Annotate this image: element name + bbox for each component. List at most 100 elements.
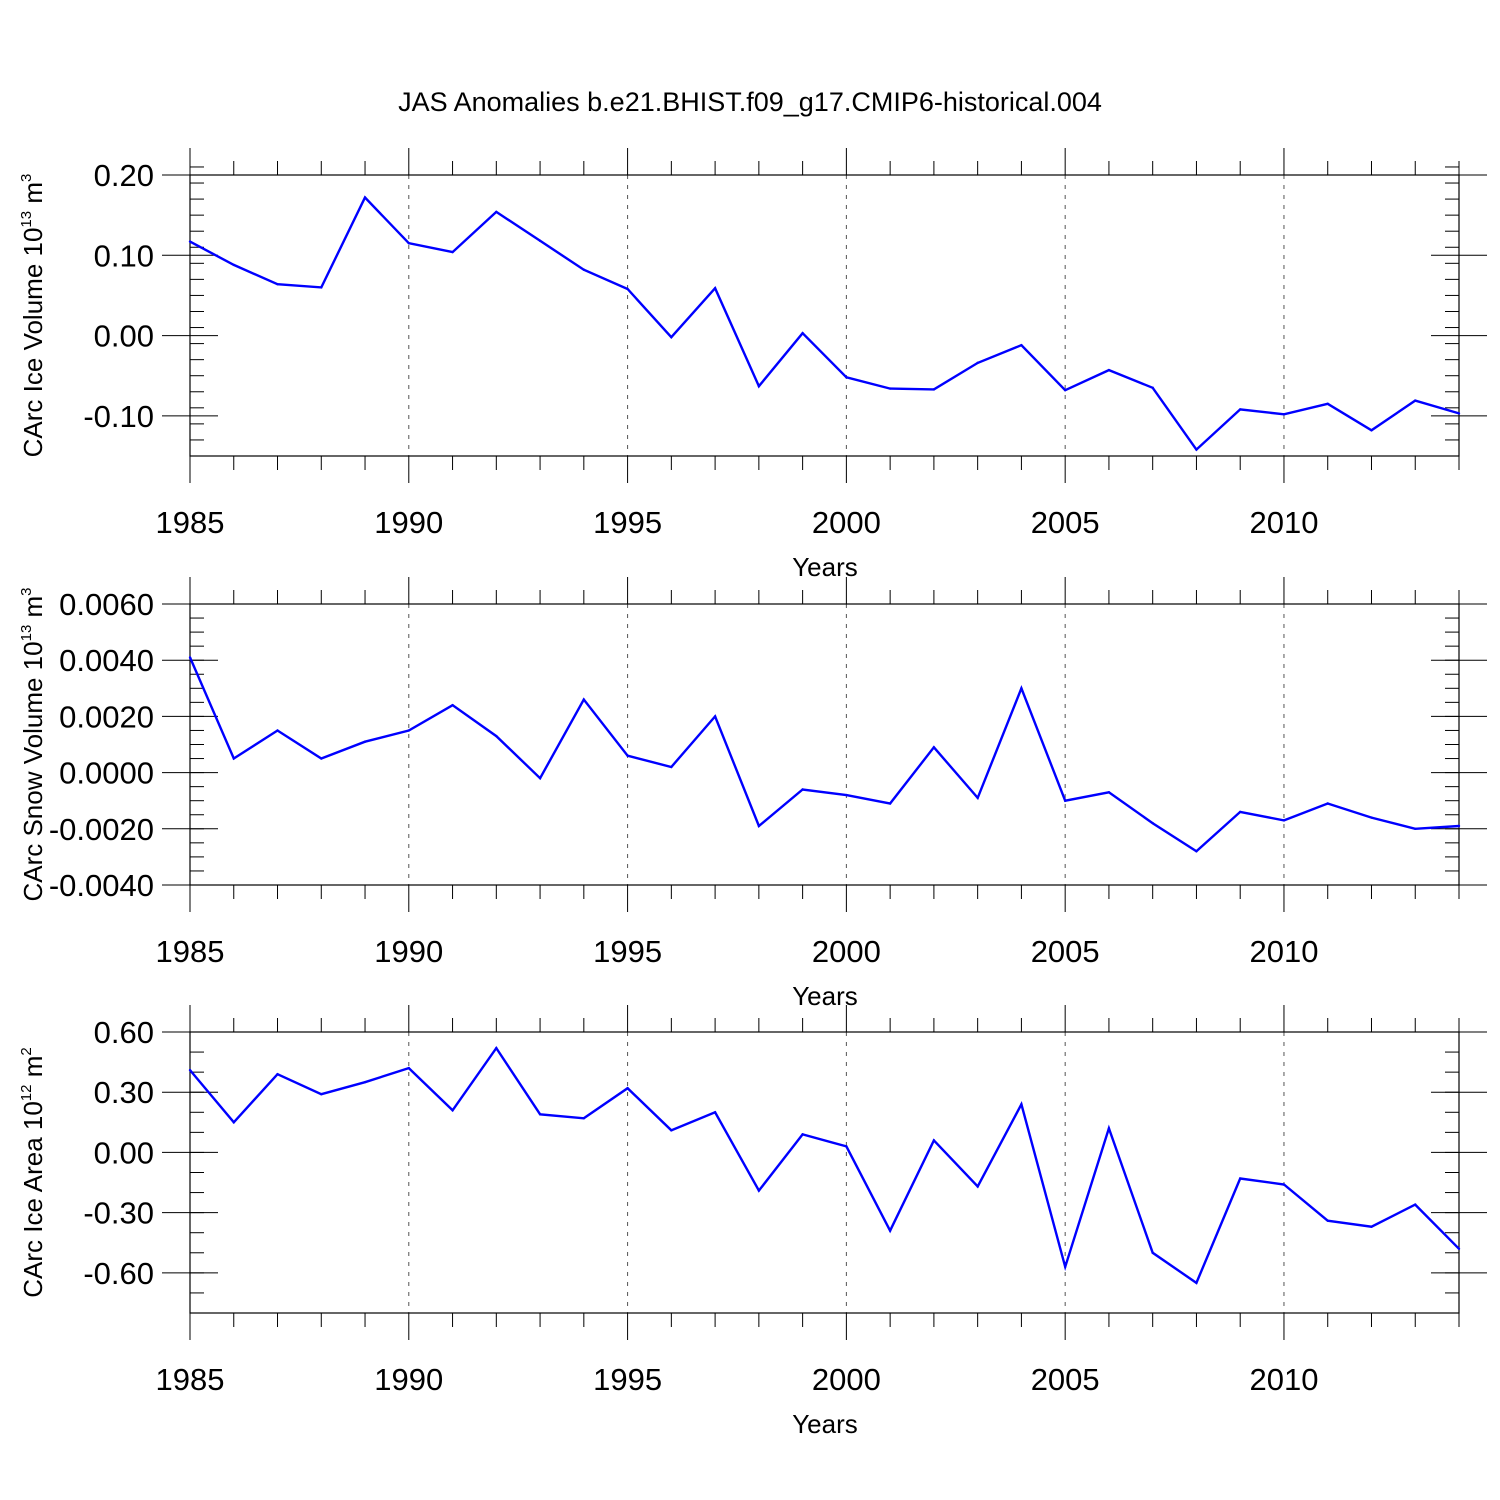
y-tick-label: -0.10 (83, 399, 154, 434)
data-point (1326, 802, 1329, 805)
data-point (538, 777, 542, 780)
y-tick-label: 0.30 (94, 1075, 154, 1110)
data-point (1063, 799, 1067, 802)
data-point (1326, 402, 1329, 406)
data-point (757, 1189, 761, 1192)
y-tick-label: 0.00 (94, 1135, 154, 1170)
data-point (1151, 386, 1154, 389)
data-point (1457, 412, 1461, 415)
data-point (1239, 408, 1242, 411)
data-point (976, 796, 979, 800)
data-point (845, 793, 848, 797)
x-tick-label: 2010 (1249, 934, 1318, 969)
data-point (363, 1080, 367, 1084)
x-tick-label: 2005 (1031, 934, 1100, 969)
data-point (276, 282, 279, 286)
x-tick-label: 1995 (593, 934, 662, 969)
data-point (1107, 368, 1111, 372)
data-point (320, 1093, 323, 1096)
data-point (1195, 850, 1198, 853)
data-point (451, 703, 454, 707)
plot-frame (189, 1031, 1460, 1314)
y-tick-label: 0.20 (94, 158, 154, 193)
data-point (1020, 1103, 1023, 1106)
data-point (232, 263, 235, 267)
data-point (495, 210, 498, 214)
data-point (538, 239, 542, 243)
y-tick-label: -0.0020 (49, 812, 154, 847)
data-point (232, 757, 235, 760)
data-point (1282, 413, 1286, 416)
data-point (538, 1113, 542, 1116)
data-point (1326, 1219, 1329, 1222)
data-point (1370, 1225, 1373, 1228)
data-point (495, 734, 498, 738)
x-tick-label: 1995 (593, 505, 662, 540)
data-point (1370, 816, 1373, 819)
data-point (757, 824, 761, 828)
y-tick-label: -0.0040 (49, 868, 154, 903)
series-line (189, 195, 1460, 452)
data-point (757, 384, 761, 388)
data-point (801, 1133, 804, 1136)
y-tick-label: 0.0040 (59, 643, 154, 678)
x-tick-label: 2005 (1031, 505, 1100, 540)
data-point (932, 1139, 936, 1142)
data-point (451, 250, 454, 254)
y-tick-label: -0.60 (83, 1256, 154, 1291)
chart-panel-2: 0.00600.00400.00200.0000-0.0020-0.004019… (18, 577, 1487, 1011)
data-point (495, 1046, 498, 1050)
data-point (1414, 399, 1417, 402)
x-tick-label: 1985 (156, 505, 225, 540)
data-point (1195, 448, 1198, 451)
data-point (1457, 824, 1461, 828)
series-line (189, 1045, 1460, 1285)
data-point (1020, 687, 1023, 690)
data-point (276, 729, 279, 732)
data-point (1063, 1265, 1067, 1269)
data-point (626, 754, 629, 757)
y-tick-label: 0.10 (94, 238, 154, 273)
data-point (582, 698, 586, 701)
y-axis-title: CArc Ice Area 1012 m2 (18, 1047, 48, 1297)
data-point (713, 715, 717, 718)
figure-title: JAS Anomalies b.e21.BHIST.f09_g17.CMIP6-… (398, 87, 1102, 117)
x-axis-title: Years (792, 981, 858, 1011)
data-point (451, 1109, 454, 1112)
data-point (713, 287, 717, 290)
data-point (1414, 1203, 1417, 1206)
x-axis-title: Years (792, 552, 858, 582)
data-point (320, 286, 323, 289)
series-line (188, 656, 1460, 853)
data-point (1107, 791, 1111, 794)
data-point (976, 361, 979, 365)
x-tick-label: 1995 (593, 1362, 662, 1397)
data-point (1414, 827, 1417, 830)
chart-panel-3: 0.60 0.30 0.00 -0.30 -0.60 1985 1990 1995 2000 20… (18, 1005, 1487, 1439)
data-point (670, 765, 673, 769)
y-tick-label: 0.00 (94, 319, 154, 354)
x-tick-label: 1985 (156, 934, 225, 969)
data-point (188, 1068, 192, 1072)
y-axis-title: CArc Snow Volume 1013 m3 (18, 587, 48, 901)
data-point (932, 388, 936, 391)
x-tick-label: 2000 (812, 934, 881, 969)
x-tick-label: 2005 (1031, 1362, 1100, 1397)
data-point (1195, 1281, 1198, 1285)
x-axis-title: Years (792, 1409, 858, 1439)
data-point (976, 1185, 979, 1188)
y-axis-title: CArc Ice Volume 1013 m3 (18, 174, 48, 458)
data-point (407, 1066, 410, 1070)
data-point (713, 1111, 717, 1114)
x-tick-label: 1990 (374, 505, 443, 540)
data-point (888, 1229, 892, 1232)
data-point (582, 268, 586, 271)
data-point (888, 802, 892, 805)
data-point (1239, 810, 1242, 814)
data-point (1370, 429, 1373, 432)
x-tick-label: 2000 (812, 1362, 881, 1397)
data-point (363, 196, 367, 199)
data-point (188, 240, 192, 243)
x-tick-label: 1990 (374, 934, 443, 969)
